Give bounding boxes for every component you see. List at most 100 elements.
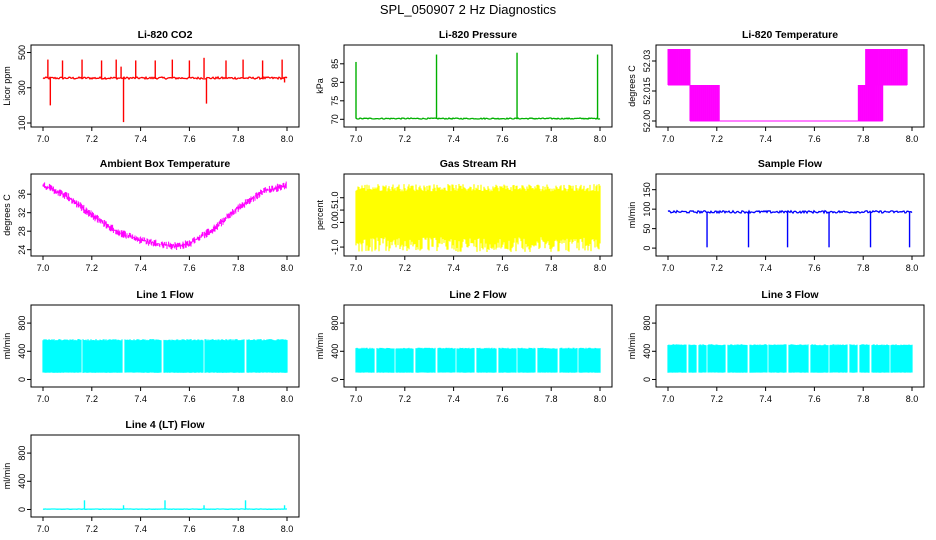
plot-frame xyxy=(343,304,613,388)
x-tick-label: 7.6 xyxy=(496,263,509,273)
x-tick-label: 8.0 xyxy=(594,134,607,144)
x-tick-label: 7.8 xyxy=(857,394,870,404)
y-axis-label: degrees C xyxy=(2,194,12,236)
y-tick-label: 70 xyxy=(330,114,340,124)
chart-panel-7: Line 1 Flow 7.0 7.2 7.4 7.6 7.8 8.0 0 400 800 ml/m… xyxy=(2,289,300,404)
y-tick-label: 52.03 xyxy=(642,50,652,73)
plot-frame xyxy=(655,173,925,257)
x-tick-label: 7.8 xyxy=(857,134,870,144)
y-tick-label: 800 xyxy=(330,316,340,331)
x-tick-label: 7.4 xyxy=(134,134,147,144)
y-tick-label: 0 xyxy=(17,507,27,512)
chart-title: Gas Stream RH xyxy=(440,158,516,170)
y-tick-label: 85 xyxy=(330,59,340,69)
y-tick-label: 28 xyxy=(17,226,27,236)
y-tick-label: 32 xyxy=(17,208,27,218)
chart-title: Li-820 Pressure xyxy=(439,29,517,41)
x-tick-label: 7.2 xyxy=(711,263,724,273)
chart-panel-1: Li-820 CO2 7.0 7.2 7.4 7.6 7.8 8.0 100 300 500 Lic… xyxy=(2,29,300,144)
y-tick-label: 52.00 xyxy=(642,110,652,133)
x-tick-label: 7.8 xyxy=(232,394,245,404)
series-line xyxy=(42,75,288,81)
x-tick-label: 8.0 xyxy=(594,394,607,404)
y-tick-label: 400 xyxy=(642,344,652,359)
x-tick-label: 7.6 xyxy=(808,394,821,404)
series-3 xyxy=(667,49,908,122)
chart-panel-4: Ambient Box Temperature 7.0 7.2 7.4 7.6 7.8 8.… xyxy=(2,158,300,273)
chart-panel-5: Gas Stream RH 7.0 7.2 7.4 7.6 7.8 8.0 -1.0 0.00.… xyxy=(315,158,613,273)
x-tick-label: 7.4 xyxy=(447,394,460,404)
y-tick-label: 400 xyxy=(17,344,27,359)
y-axis-label: Licor ppm xyxy=(2,66,12,106)
x-tick-label: 7.0 xyxy=(350,263,363,273)
plot-frame xyxy=(30,434,300,518)
x-tick-label: 7.0 xyxy=(37,263,50,273)
x-tick-label: 7.8 xyxy=(232,263,245,273)
chart-panel-2: Li-820 Pressure 7.0 7.2 7.4 7.6 7.8 8.0 70 75 80 8… xyxy=(315,29,613,144)
x-tick-label: 7.2 xyxy=(399,394,412,404)
chart-panel-10: Line 4 (LT) Flow 7.0 7.2 7.4 7.6 7.8 8.0 0 400 80… xyxy=(2,419,300,534)
y-tick-label: 0.5 xyxy=(330,204,340,217)
x-tick-label: 7.8 xyxy=(857,263,870,273)
y-axis-label: ml/min xyxy=(627,333,637,360)
x-tick-label: 7.2 xyxy=(711,134,724,144)
y-axis-label: degrees C xyxy=(627,65,637,107)
y-tick-label: 0.0 xyxy=(330,216,340,229)
y-tick-label: 1.0 xyxy=(330,191,340,204)
x-tick-label: 8.0 xyxy=(281,263,294,273)
x-tick-label: 7.8 xyxy=(232,524,245,534)
y-tick-label: 100 xyxy=(642,202,652,217)
x-tick-label: 7.4 xyxy=(447,134,460,144)
x-tick-label: 7.2 xyxy=(711,394,724,404)
y-tick-label: 52.015 xyxy=(642,77,652,105)
chart-title: Sample Flow xyxy=(758,158,823,170)
x-tick-label: 7.6 xyxy=(183,134,196,144)
x-tick-label: 7.2 xyxy=(399,263,412,273)
x-tick-label: 7.6 xyxy=(183,394,196,404)
y-tick-label: 100 xyxy=(17,115,27,130)
series-4 xyxy=(42,181,287,251)
x-tick-label: 7.4 xyxy=(759,394,772,404)
chart-panel-8: Line 2 Flow 7.0 7.2 7.4 7.6 7.8 8.0 0 400 800 ml/m… xyxy=(315,289,613,404)
x-tick-label: 7.0 xyxy=(37,524,50,534)
y-tick-label: 0 xyxy=(642,246,652,251)
y-tick-label: 800 xyxy=(17,316,27,331)
y-tick-label: 50 xyxy=(642,224,652,234)
x-tick-label: 8.0 xyxy=(594,263,607,273)
x-tick-label: 7.4 xyxy=(759,134,772,144)
series-line xyxy=(667,209,913,215)
y-tick-label: 300 xyxy=(17,80,27,95)
x-tick-label: 7.0 xyxy=(37,394,50,404)
chart-panel-3: Li-820 Temperature 7.0 7.2 7.4 7.6 7.8 8.0 52.0… xyxy=(627,29,925,144)
chart-panel-9: Line 3 Flow 7.0 7.2 7.4 7.6 7.8 8.0 0 400 800 ml/m… xyxy=(627,289,925,404)
x-tick-label: 7.2 xyxy=(86,524,99,534)
y-tick-label: 36 xyxy=(17,189,27,199)
y-axis-label: ml/min xyxy=(315,333,325,360)
x-tick-label: 8.0 xyxy=(906,263,919,273)
y-tick-label: 800 xyxy=(17,446,27,461)
plot-frame xyxy=(343,44,613,128)
plot-frame xyxy=(343,173,613,257)
plot-frame xyxy=(30,304,300,388)
chart-title: Line 2 Flow xyxy=(449,289,507,301)
y-tick-label: 800 xyxy=(642,316,652,331)
series-10 xyxy=(42,500,287,511)
x-tick-label: 7.6 xyxy=(808,263,821,273)
x-tick-label: 7.4 xyxy=(447,263,460,273)
x-tick-label: 8.0 xyxy=(906,394,919,404)
series-9 xyxy=(667,344,913,373)
y-tick-label: 75 xyxy=(330,96,340,106)
x-tick-label: 7.2 xyxy=(399,134,412,144)
y-axis-label: ml/min xyxy=(2,333,12,360)
plot-frame xyxy=(655,44,925,128)
series-7 xyxy=(42,339,288,373)
series-2 xyxy=(355,52,601,120)
x-tick-label: 7.0 xyxy=(350,394,363,404)
x-tick-label: 7.8 xyxy=(545,134,558,144)
x-tick-label: 7.0 xyxy=(37,134,50,144)
y-tick-label: 80 xyxy=(330,77,340,87)
y-tick-label: 400 xyxy=(17,474,27,489)
x-tick-label: 7.0 xyxy=(662,394,675,404)
y-tick-label: 400 xyxy=(330,344,340,359)
